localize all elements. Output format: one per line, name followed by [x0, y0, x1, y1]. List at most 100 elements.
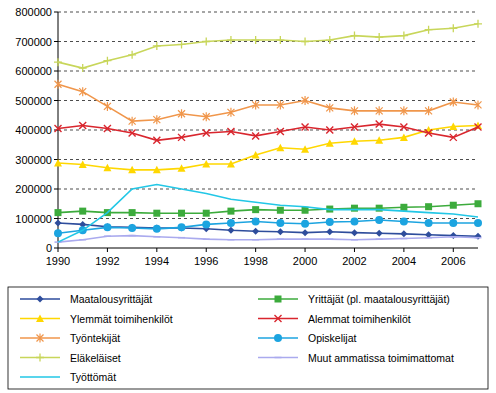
- y-tick: [54, 41, 58, 42]
- point: [277, 238, 284, 240]
- point: [55, 125, 62, 132]
- point: [449, 24, 457, 32]
- legend-item: Työttömät: [20, 371, 116, 383]
- point: [475, 200, 482, 207]
- point: [79, 87, 86, 96]
- series-line: [58, 126, 478, 170]
- point: [153, 115, 160, 124]
- grid-line: [58, 159, 478, 160]
- legend-label: Ylemmät toimihenkilöt: [70, 313, 173, 325]
- point: [400, 133, 408, 141]
- legend-label: Työntekijät: [70, 332, 120, 344]
- point: [227, 227, 234, 234]
- series: [54, 216, 482, 237]
- point: [153, 210, 160, 217]
- y-tick-label: 0: [46, 242, 52, 254]
- plot-area: [54, 20, 482, 242]
- legend-marker: [275, 296, 282, 303]
- point: [227, 128, 234, 135]
- y-tick-label: 700000: [15, 36, 52, 48]
- point: [376, 121, 383, 128]
- y-tick: [54, 218, 58, 219]
- point: [376, 106, 383, 115]
- y-tick-label: 500000: [15, 95, 52, 107]
- y-tick: [54, 12, 58, 13]
- legend-label: Muut ammatissa toimimattomat: [308, 352, 454, 364]
- point: [376, 205, 383, 212]
- point: [400, 217, 408, 225]
- x-tick: [107, 248, 108, 252]
- point: [450, 134, 457, 141]
- legend-item: Alemmat toimihenkilöt: [258, 313, 411, 325]
- grid-line: [58, 189, 478, 190]
- point: [252, 151, 260, 159]
- point: [178, 164, 186, 172]
- point: [128, 51, 136, 59]
- point: [202, 38, 210, 46]
- y-tick-label: 400000: [15, 124, 52, 136]
- point: [104, 235, 111, 237]
- point: [227, 219, 235, 227]
- point: [326, 103, 333, 112]
- point: [475, 237, 482, 239]
- y-tick: [54, 71, 58, 72]
- y-tick: [54, 248, 58, 249]
- point: [252, 239, 259, 241]
- point: [54, 229, 62, 237]
- point: [103, 223, 111, 231]
- point: [474, 219, 482, 227]
- point: [450, 232, 457, 239]
- point: [178, 134, 185, 141]
- series-line: [58, 220, 478, 233]
- point: [203, 112, 210, 121]
- legend-label: Maatalousyrittäjät: [70, 293, 152, 305]
- legend-line: [258, 357, 298, 359]
- point: [55, 80, 62, 89]
- point: [400, 124, 407, 131]
- point: [79, 122, 86, 129]
- series-line: [58, 236, 478, 242]
- point: [104, 102, 111, 111]
- point: [326, 218, 334, 226]
- point: [103, 164, 111, 172]
- point: [425, 26, 433, 34]
- point: [277, 128, 284, 135]
- point: [302, 124, 309, 131]
- y-tick-label: 300000: [15, 154, 52, 166]
- point: [227, 36, 235, 44]
- y-tick-label: 200000: [15, 183, 52, 195]
- legend-label: Työttömät: [70, 371, 116, 383]
- x-tick: [403, 248, 404, 252]
- series: [58, 185, 478, 243]
- point: [79, 64, 87, 72]
- grid-line: [58, 100, 478, 101]
- legend-marker: [275, 315, 282, 322]
- point: [129, 235, 136, 237]
- legend-label: Yrittäjät (pl. maatalousyrittäjät): [308, 293, 450, 305]
- point: [252, 217, 260, 225]
- point: [350, 32, 358, 40]
- point: [301, 220, 309, 228]
- grid-line: [58, 12, 478, 13]
- legend-item: Eläkeläiset: [20, 352, 121, 364]
- point: [425, 106, 432, 115]
- series: [54, 20, 482, 72]
- x-tick-label: 2002: [342, 255, 366, 267]
- point: [351, 229, 358, 236]
- point: [326, 238, 333, 240]
- point: [203, 129, 210, 136]
- legend-label: Eläkeläiset: [70, 352, 121, 364]
- point: [203, 238, 210, 240]
- point: [227, 239, 234, 241]
- point: [203, 210, 210, 217]
- point: [375, 136, 383, 144]
- point: [55, 209, 62, 216]
- point: [252, 206, 259, 213]
- point: [129, 209, 136, 216]
- point: [153, 42, 161, 50]
- y-tick: [54, 159, 58, 160]
- point: [425, 203, 432, 210]
- x-tick-label: 1990: [46, 255, 70, 267]
- point: [227, 160, 235, 168]
- x-tick: [206, 248, 207, 252]
